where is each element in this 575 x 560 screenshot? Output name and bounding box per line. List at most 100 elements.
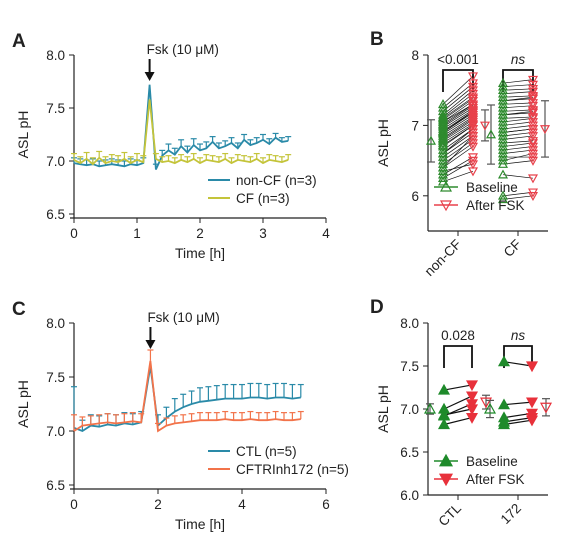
baseline-marker <box>497 109 509 119</box>
pair-line <box>502 88 534 91</box>
x-tick-label: 3 <box>259 226 267 241</box>
pair-line <box>442 121 474 142</box>
baseline-marker <box>437 128 449 138</box>
pair-line <box>502 146 534 151</box>
after-marker <box>525 397 539 409</box>
pair-line <box>442 114 474 135</box>
x-axis-label: Time [h] <box>175 245 225 261</box>
pair-line <box>443 417 473 426</box>
baseline-marker <box>497 398 511 410</box>
y-tick-label: 7 <box>411 118 419 133</box>
pair-line <box>442 128 474 151</box>
y-tick-label: 8 <box>411 48 419 63</box>
summary-mean-marker <box>485 129 497 139</box>
baseline-marker <box>437 165 449 175</box>
pair-line <box>442 156 474 175</box>
after-marker <box>527 80 539 90</box>
after-marker <box>465 391 479 403</box>
legend-marker <box>439 200 453 212</box>
summary-mean-marker <box>479 397 493 409</box>
baseline-marker <box>437 132 449 142</box>
significance-label: <0.001 <box>437 52 479 67</box>
pair-line <box>502 135 534 140</box>
pair-line <box>442 125 474 146</box>
baseline-marker <box>497 95 509 105</box>
pair-line <box>502 121 534 126</box>
pair-line <box>502 118 534 123</box>
baseline-marker <box>437 127 449 137</box>
pair-line <box>503 401 533 406</box>
after-marker <box>465 413 479 424</box>
y-tick-label: 7.5 <box>400 359 419 374</box>
summary-mean-marker <box>483 402 497 414</box>
panel-a: A 0 1 2 3 4 6.5 7.0 7.5 8.0 Time [h] ASL pH non-CF (… <box>12 31 330 261</box>
pair-line <box>442 123 474 144</box>
pair-line <box>443 384 473 391</box>
y-tick-label: 8.0 <box>46 48 65 63</box>
baseline-marker <box>497 169 509 179</box>
baseline-marker <box>437 135 449 145</box>
pair-line <box>442 75 474 105</box>
pair-line <box>442 105 474 126</box>
baseline-marker <box>437 148 449 158</box>
pair-line <box>502 109 534 112</box>
pair-line <box>502 105 534 109</box>
baseline-marker <box>437 139 449 149</box>
x-tick-label: 172 <box>498 501 525 528</box>
pair-line <box>442 119 474 140</box>
panel-label: A <box>12 31 26 52</box>
baseline-marker <box>437 172 449 182</box>
baseline-marker <box>497 355 511 367</box>
summary-mean-marker <box>539 402 553 414</box>
after-marker <box>527 93 539 103</box>
x-tick-label: CF <box>501 237 524 260</box>
after-marker <box>467 100 479 110</box>
pair-line <box>503 361 533 367</box>
x-tick-label: 4 <box>322 226 330 241</box>
y-tick-label: 6.0 <box>400 488 419 503</box>
pair-line <box>442 142 474 165</box>
y-axis-label: ASL pH <box>15 111 31 159</box>
summary-mean-marker <box>479 121 491 131</box>
pair-line <box>502 84 534 88</box>
pair-line <box>502 174 534 179</box>
series-line <box>73 366 301 433</box>
baseline-marker <box>437 418 451 430</box>
pair-line <box>502 102 534 105</box>
pair-line <box>442 116 474 137</box>
x-tick-label: non-CF <box>422 237 464 279</box>
y-tick-label: 6.5 <box>46 478 65 493</box>
after-marker <box>465 399 479 411</box>
legend-label: CF (n=3) <box>236 191 290 206</box>
summary-mean-marker <box>423 402 437 414</box>
series-line <box>73 84 289 170</box>
baseline-marker <box>497 418 511 430</box>
series-1 <box>71 349 304 433</box>
y-tick-label: 8.0 <box>400 316 419 331</box>
baseline-marker <box>437 99 449 109</box>
baseline-marker <box>437 111 449 121</box>
pair-line <box>442 128 474 154</box>
panel-c: C 0 2 4 6 6.5 7.0 7.5 8.0 Time [h] ASL pH CTL (n=5)… <box>12 299 349 532</box>
series-line <box>73 360 301 433</box>
baseline-marker <box>437 162 449 172</box>
significance-bracket <box>442 69 474 92</box>
baseline-marker <box>437 118 449 128</box>
pair-line <box>502 142 534 147</box>
pair-line <box>502 140 534 144</box>
after-marker <box>527 142 539 152</box>
significance-label: ns <box>511 52 526 67</box>
y-axis-label: ASL pH <box>15 380 31 428</box>
annotation-text: Fsk (10 μM) <box>147 310 219 325</box>
after-marker <box>525 415 539 427</box>
baseline-marker <box>437 125 449 135</box>
after-marker <box>467 106 479 116</box>
after-marker <box>527 84 539 95</box>
pair-line <box>442 111 474 133</box>
baseline-marker <box>497 127 509 137</box>
pair-line <box>442 100 474 123</box>
pair-line <box>442 86 474 112</box>
significance-label: 0.028 <box>441 328 475 343</box>
after-marker <box>525 361 539 373</box>
